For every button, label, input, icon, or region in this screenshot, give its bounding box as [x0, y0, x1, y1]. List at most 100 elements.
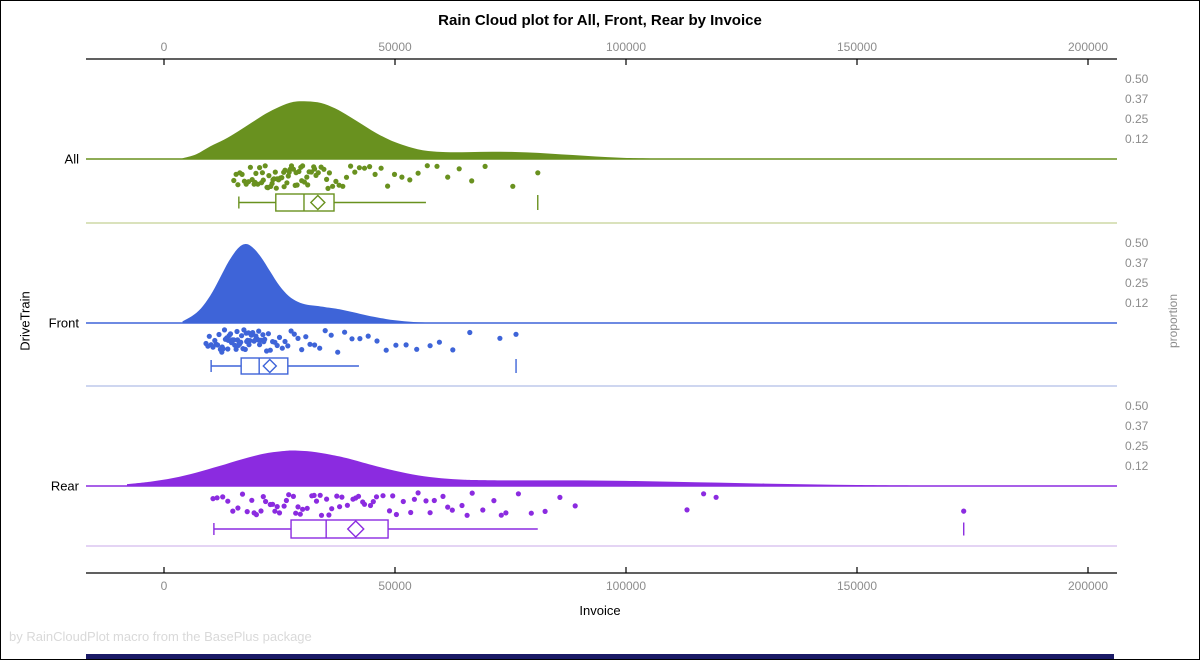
rain-point [250, 330, 256, 336]
rain-point [206, 333, 212, 339]
rain-point [372, 171, 378, 177]
rain-point [411, 496, 417, 502]
rain-point [246, 342, 252, 348]
rain-point [357, 336, 363, 342]
rain-point [266, 173, 272, 179]
rain-point [276, 510, 283, 516]
rain-point [337, 504, 343, 510]
rain-point [214, 495, 220, 501]
proportion-tick-label: 0.12 [1125, 296, 1149, 310]
rain-point [449, 507, 455, 513]
rain-points [203, 327, 519, 355]
rain-point [436, 339, 442, 345]
rain-point [267, 347, 273, 353]
rain-point [408, 509, 414, 516]
rain-point [370, 499, 376, 505]
rain-point [353, 495, 359, 501]
rain-point [210, 496, 216, 502]
rain-point [386, 508, 393, 514]
density-cloud [182, 244, 442, 323]
y2-axis-title: proportion [1166, 293, 1180, 349]
rain-point [342, 329, 348, 335]
rain-point [318, 512, 325, 518]
proportion-tick-label: 0.37 [1125, 256, 1149, 270]
iqr-box [290, 519, 389, 539]
panel-front: Front 0.50 0.37 0.25 0.12 [49, 236, 1149, 387]
proportion-tick-label: 0.50 [1125, 236, 1149, 250]
rain-point [313, 498, 320, 504]
rain-point [231, 177, 237, 184]
rain-point [334, 493, 340, 499]
rain-point [221, 327, 228, 333]
rain-point [315, 170, 321, 176]
rain-point [424, 163, 430, 169]
rain-point [423, 498, 429, 504]
rain-point [326, 170, 332, 176]
rain-point [281, 503, 287, 509]
rain-point [286, 169, 292, 175]
rain-point [528, 510, 534, 516]
rain-point [225, 346, 231, 352]
rain-points [231, 163, 541, 191]
rain-point [329, 506, 335, 512]
rain-point [252, 179, 258, 185]
rain-point [510, 183, 516, 189]
rain-point [317, 345, 323, 351]
rain-point [288, 328, 294, 334]
box-plot [210, 357, 517, 375]
rain-point [279, 175, 285, 181]
rain-point [239, 491, 246, 497]
rain-point [260, 177, 266, 183]
rain-point [482, 163, 488, 169]
rain-point [380, 493, 386, 499]
top-axis-tick-label: 100000 [606, 40, 646, 54]
rain-point [445, 504, 451, 510]
bottom-accent-bar [86, 654, 1114, 659]
rain-point [304, 505, 310, 511]
rain-point [282, 338, 288, 345]
rain-point [239, 171, 245, 177]
bottom-axis-tick-label: 150000 [837, 579, 877, 593]
rain-point [261, 339, 267, 345]
top-axis-tick-label: 50000 [378, 40, 412, 54]
rain-point [235, 182, 241, 188]
rain-point [361, 165, 368, 171]
rain-point [535, 170, 541, 176]
rain-point [283, 497, 289, 504]
x-axes [86, 58, 1117, 574]
rain-point [343, 174, 350, 180]
rain-point [572, 503, 578, 509]
rain-point [295, 504, 301, 510]
rain-point [293, 510, 299, 516]
rain-point [373, 494, 380, 500]
rain-point [281, 184, 287, 190]
rain-point [282, 167, 288, 173]
rain-point [256, 328, 262, 334]
rain-point [260, 494, 266, 500]
rain-point [265, 185, 271, 191]
rain-point [349, 336, 355, 342]
rain-point [290, 166, 296, 172]
rain-point [244, 509, 250, 515]
rain-point [335, 349, 341, 355]
rain-point [216, 331, 222, 338]
rain-point [274, 504, 280, 510]
rain-point [542, 508, 548, 514]
rain-point [260, 332, 266, 338]
top-axis-tick-label: 0 [161, 40, 168, 54]
rain-point [290, 493, 296, 499]
rain-point [480, 507, 486, 513]
rain-point [279, 345, 285, 351]
rain-point [276, 334, 283, 340]
rain-point [242, 346, 248, 352]
rain-point [311, 492, 317, 498]
rain-point [344, 502, 350, 508]
category-label: Front [49, 316, 80, 331]
rain-point [312, 166, 318, 172]
rain-point [233, 346, 239, 352]
rain-point [303, 334, 309, 340]
rain-point [253, 170, 259, 176]
rain-point [459, 502, 465, 509]
rain-point [286, 492, 292, 498]
rain-point [414, 346, 420, 352]
